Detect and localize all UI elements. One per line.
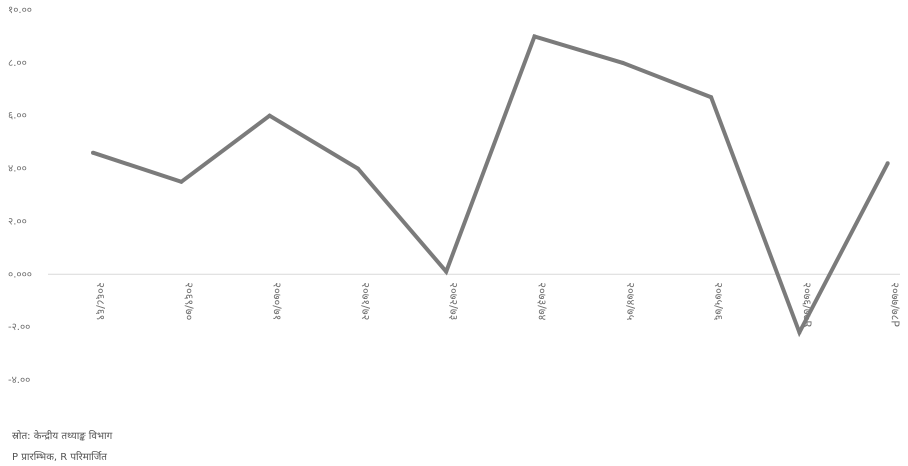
line-chart: १०.०० ८.०० ६.०० ४.०० २.०० ०.००० -२.०० -४.०० २०६… <box>8 5 902 386</box>
y-tick-label: -४.०० <box>8 375 30 386</box>
y-axis-tick-labels: १०.०० ८.०० ६.०० ४.०० २.०० ०.००० -२.०० -४.०० <box>8 5 32 386</box>
x-tick-label: २०७१/७२ <box>359 282 372 320</box>
data-point <box>885 161 890 166</box>
source-note: स्रोत: केन्द्रीय तथ्याङ्क विभाग <box>12 431 113 442</box>
data-point <box>444 269 449 274</box>
y-tick-label: ८.०० <box>8 58 27 69</box>
data-point <box>355 166 360 171</box>
data-point <box>179 179 184 184</box>
series-line <box>92 33 890 338</box>
data-point <box>797 330 802 335</box>
x-tick-label: २०७६/७७R <box>800 282 813 328</box>
x-tick-label: २०७२/७३ <box>447 282 460 320</box>
x-tick-label: २०६९/७० <box>182 282 195 320</box>
data-point <box>620 60 625 65</box>
data-points <box>91 34 890 335</box>
data-point <box>709 95 714 100</box>
data-point <box>91 150 95 155</box>
x-tick-label: २०७३/७४ <box>536 282 549 320</box>
y-tick-label: २.०० <box>8 216 27 227</box>
data-point <box>532 34 537 39</box>
y-tick-label: ६.०० <box>8 111 27 122</box>
x-axis-tick-labels: २०६८/६९ २०६९/७० २०७०/७१ २०७१/७२ २०७२/७३ २०७३/… <box>94 282 902 328</box>
y-tick-label: ०.००० <box>8 269 32 280</box>
x-tick-label: २०७०/७१ <box>271 282 284 320</box>
data-point <box>267 113 272 118</box>
abbreviation-note: P प्रारम्भिक, R परिमार्जित <box>12 452 108 463</box>
x-tick-label: २०७७/७८P <box>889 282 902 327</box>
x-tick-label: २०६८/६९ <box>94 282 107 320</box>
y-tick-label: १०.०० <box>8 5 32 16</box>
x-tick-label: २०७४/७५ <box>624 282 637 320</box>
y-tick-label: -२.०० <box>8 322 30 333</box>
x-tick-label: २०७५/७६ <box>712 282 725 320</box>
y-tick-label: ४.०० <box>8 164 27 175</box>
